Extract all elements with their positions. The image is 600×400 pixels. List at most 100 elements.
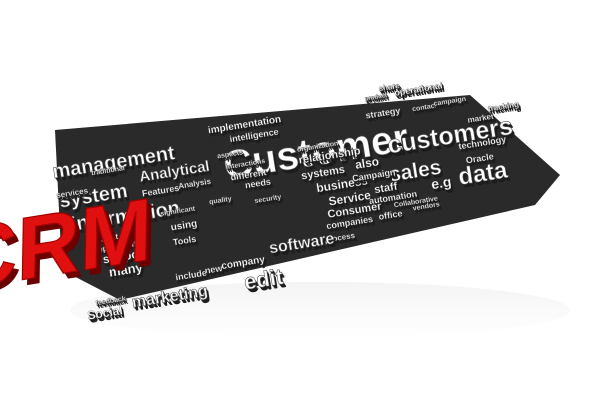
cloud-word-text: vendors (412, 201, 440, 212)
cloud-word-text: needs (244, 176, 271, 190)
cloud-word-shadow: many (109, 261, 146, 281)
cloud-word-text: aspects (217, 149, 244, 160)
cloud-word-shadow: using (171, 221, 199, 236)
cloud-word-shadow: market (469, 115, 497, 128)
cloud-word-shadow: needs (246, 179, 273, 193)
cloud-word-shadow: share (380, 84, 403, 96)
cloud-word-shadow: project (92, 233, 120, 246)
cloud-word-shadow: project (93, 234, 121, 247)
cloud-word-shadow: aspects (217, 150, 244, 161)
cloud-word-shadow: using (172, 222, 200, 237)
cloud-word-text: quality (209, 196, 232, 206)
cloud-word-shadow: include (176, 270, 209, 285)
floor-shadow (70, 282, 570, 338)
cloud-word-text: market (467, 112, 495, 125)
cloud-word-text: contact (412, 102, 438, 113)
cloud-word-shadow: office (379, 209, 404, 223)
word-slab-base (55, 95, 570, 338)
cloud-word-shadow: using (171, 220, 199, 235)
cloud-word-shadow: support (104, 249, 150, 270)
cloud-word-shadow: new (206, 266, 226, 279)
cloud-word-shadow: aspects (218, 152, 245, 163)
cloud-word-shadow: quality (210, 198, 233, 208)
cloud-word-shadow: security (256, 196, 284, 207)
cloud-word-text: product (365, 93, 388, 102)
cloud-word-shadow: Oracle (466, 152, 495, 166)
cloud-word-shadow: also (356, 156, 382, 174)
word-slab (55, 95, 560, 300)
cloud-word-shadow: share (379, 83, 402, 95)
cloud-word-text: Tools (172, 234, 197, 248)
cloud-word-shadow: aspects (219, 153, 246, 164)
cloud-word-text: e.g (430, 173, 452, 192)
cloud-word-shadow: edit (245, 267, 288, 298)
cloud-word-text: Social (86, 303, 123, 322)
cloud-word-shadow: Service (328, 189, 373, 210)
cloud-word-shadow: Social (88, 305, 125, 324)
cloud-word-shadow: Tools (175, 237, 200, 251)
cloud-word-shadow: edit (243, 265, 286, 296)
cloud-word-text: many (108, 259, 145, 279)
cloud-word-shadow: project (93, 235, 121, 248)
cloud-word-shadow: many (110, 263, 147, 283)
cloud-word-text: project (91, 232, 119, 245)
cloud-word-shadow: Service (330, 191, 375, 212)
cloud-word-shadow: office (379, 210, 404, 224)
cloud-word-shadow: many (109, 262, 146, 282)
cloud-word-shadow: contact (413, 103, 439, 114)
cloud-word-shadow: market (468, 113, 496, 126)
cloud-word-shadow: quality (211, 199, 234, 209)
cloud-word-text: share (378, 81, 401, 93)
cloud-word-shadow: staff (374, 182, 399, 198)
cloud-word-shadow: e.g (431, 174, 453, 193)
cloud-word-shadow: Oracle (467, 153, 496, 167)
cloud-word-shadow: contact (414, 106, 440, 117)
cloud-word-text: new (204, 263, 224, 276)
cloud-word-shadow: needs (245, 178, 272, 192)
cloud-word-shadow: Tools (174, 236, 199, 250)
cloud-word-shadow: feedback (98, 299, 129, 311)
cloud-word-text: security (254, 194, 282, 205)
cloud-word-shadow: support (103, 247, 149, 268)
cloud-word-shadow: include (177, 271, 210, 286)
cloud-word-text: office (378, 208, 403, 222)
cloud-word-text: using (170, 218, 198, 233)
cloud-word-shadow: Tools (173, 235, 198, 249)
cloud-word-text: feedback (95, 296, 126, 308)
cloud-word-text: Service (327, 188, 372, 209)
cloud-word-shadow: e.g (431, 175, 453, 194)
cloud-word-shadow: needs (247, 180, 274, 194)
cloud-word-shadow: staff (376, 184, 401, 200)
cloud-word-shadow: contact (413, 105, 439, 116)
cloud-word-shadow: security (256, 197, 284, 208)
cloud-word-shadow: vendors (415, 205, 443, 216)
